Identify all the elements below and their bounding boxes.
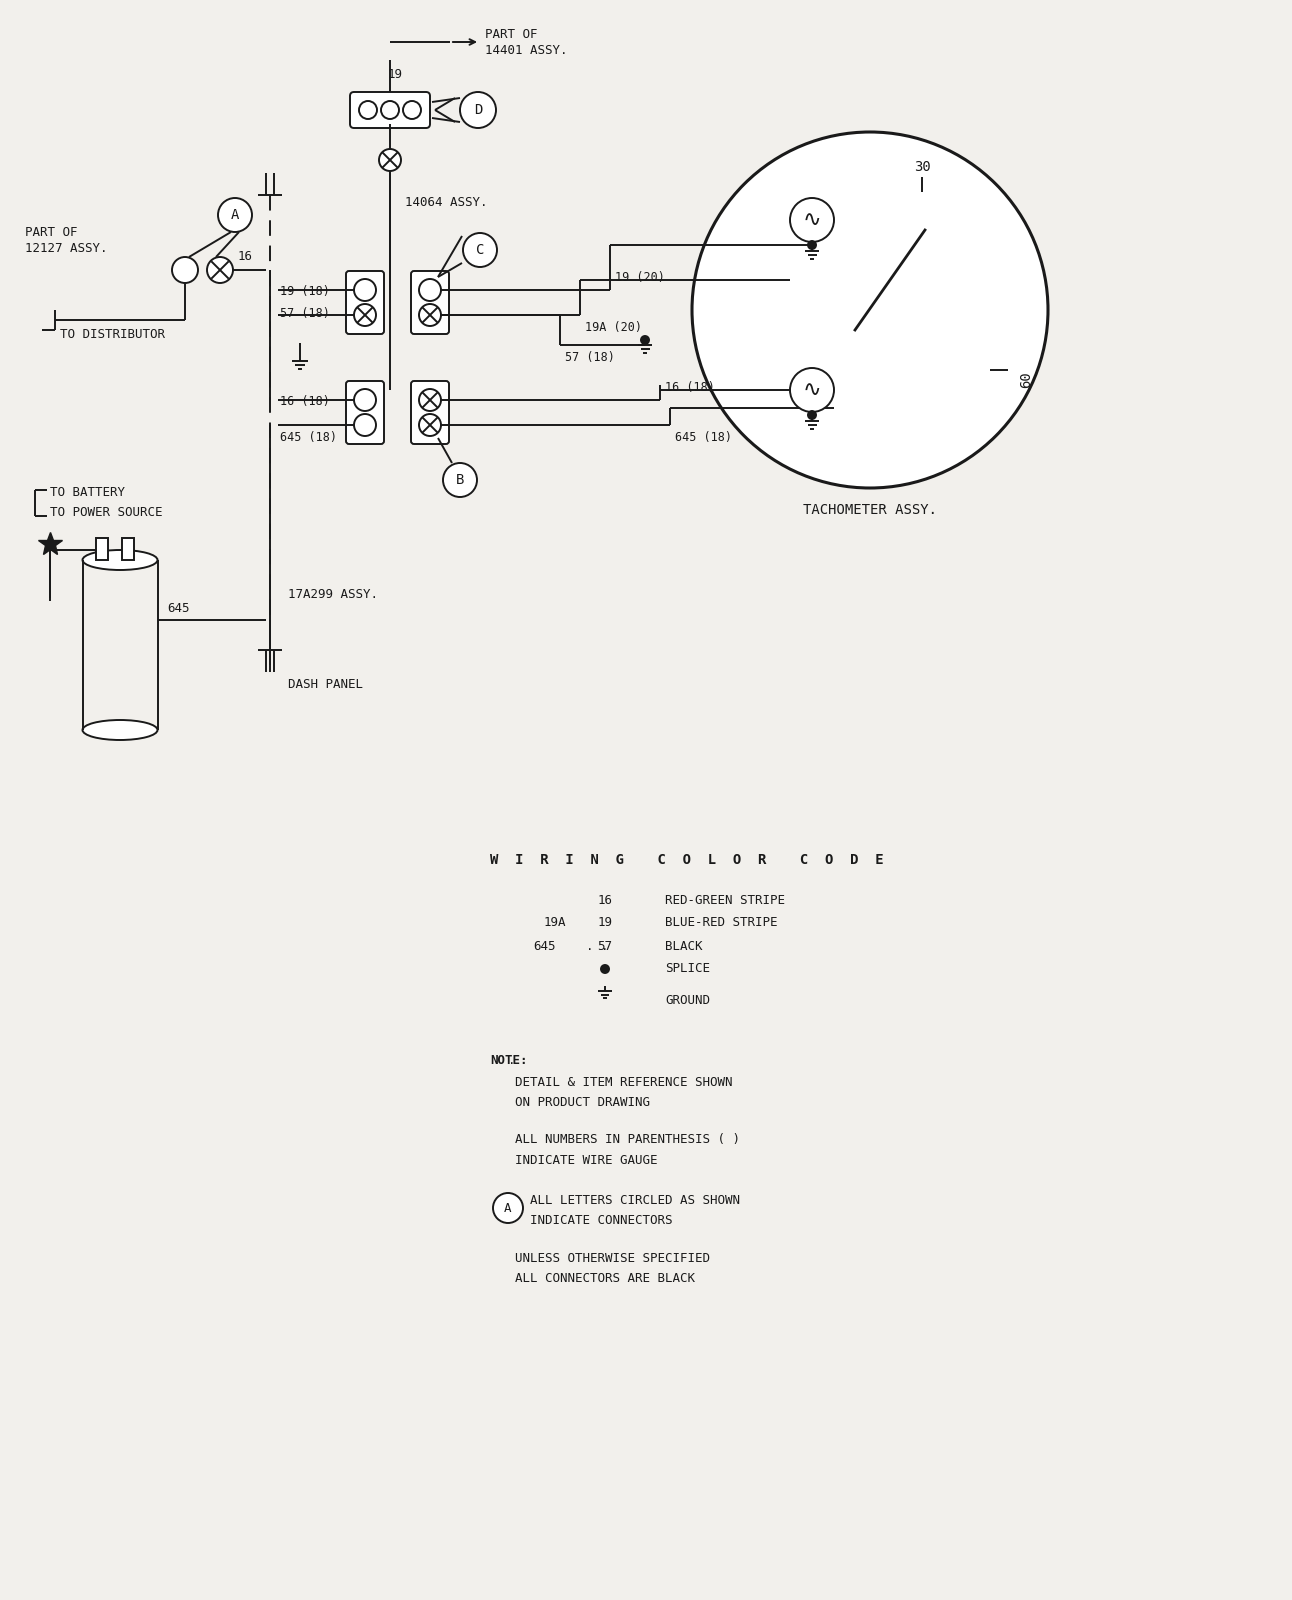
Text: BLUE-RED STRIPE: BLUE-RED STRIPE [665,917,778,930]
Text: BLACK: BLACK [665,939,703,952]
Text: 57 (18): 57 (18) [280,307,329,320]
Text: 645 (18): 645 (18) [674,430,733,443]
Text: 30: 30 [913,160,930,174]
Circle shape [379,149,401,171]
Text: INDICATE WIRE GAUGE: INDICATE WIRE GAUGE [516,1154,658,1166]
Text: 19A: 19A [544,917,566,930]
Text: 645 (18): 645 (18) [280,430,337,443]
Text: . .: . . [585,939,609,952]
Circle shape [808,411,817,419]
Text: 60: 60 [1019,371,1034,389]
Text: INDICATE CONNECTORS: INDICATE CONNECTORS [530,1213,673,1227]
FancyBboxPatch shape [96,538,109,560]
FancyBboxPatch shape [346,270,384,334]
Circle shape [419,278,441,301]
Circle shape [381,101,399,118]
Text: DASH PANEL: DASH PANEL [288,678,363,691]
Text: 16: 16 [238,250,252,262]
Text: 14401 ASSY.: 14401 ASSY. [484,43,567,56]
Text: TO BATTERY: TO BATTERY [50,486,125,499]
Text: B: B [456,474,464,486]
Circle shape [419,304,441,326]
Text: 16: 16 [597,893,612,907]
Ellipse shape [83,550,158,570]
FancyBboxPatch shape [411,381,450,443]
Circle shape [601,965,609,973]
Text: 19A (20): 19A (20) [585,320,642,333]
Circle shape [789,198,835,242]
FancyBboxPatch shape [411,270,450,334]
Text: A: A [504,1202,512,1214]
Text: ∿: ∿ [802,210,822,230]
Circle shape [359,101,377,118]
Text: 57: 57 [597,939,612,952]
Circle shape [354,389,376,411]
Circle shape [419,414,441,435]
Text: RED-GREEN STRIPE: RED-GREEN STRIPE [665,893,786,907]
Text: PART OF: PART OF [25,226,78,238]
Text: 19: 19 [597,917,612,930]
Circle shape [443,462,477,498]
Circle shape [354,304,376,326]
Text: 12127 ASSY.: 12127 ASSY. [25,242,107,254]
Text: A: A [231,208,239,222]
Circle shape [808,242,817,250]
Circle shape [354,278,376,301]
Text: W  I  R  I  N  G    C  O  L  O  R    C  O  D  E: W I R I N G C O L O R C O D E [490,853,884,867]
Circle shape [354,414,376,435]
Text: 14064 ASSY.: 14064 ASSY. [404,195,487,208]
Circle shape [789,368,835,411]
Text: 645: 645 [168,602,190,614]
Text: TACHOMETER ASSY.: TACHOMETER ASSY. [804,502,937,517]
Ellipse shape [83,720,158,739]
Text: .: . [508,1053,516,1067]
Circle shape [494,1194,523,1222]
Text: DETAIL & ITEM REFERENCE SHOWN: DETAIL & ITEM REFERENCE SHOWN [516,1075,733,1088]
FancyBboxPatch shape [350,91,430,128]
Circle shape [463,234,497,267]
Text: NOTE:: NOTE: [490,1053,527,1067]
Text: ALL LETTERS CIRCLED AS SHOWN: ALL LETTERS CIRCLED AS SHOWN [530,1194,740,1206]
Text: 16 (18): 16 (18) [280,395,329,408]
Circle shape [693,133,1048,488]
Text: 17A299 ASSY.: 17A299 ASSY. [288,589,379,602]
Circle shape [460,91,496,128]
Circle shape [172,258,198,283]
Text: D: D [474,102,482,117]
Text: 645: 645 [534,939,557,952]
FancyBboxPatch shape [121,538,134,560]
Circle shape [641,336,649,344]
Text: TO POWER SOURCE: TO POWER SOURCE [50,507,163,520]
Text: ALL CONNECTORS ARE BLACK: ALL CONNECTORS ARE BLACK [516,1272,695,1285]
Circle shape [403,101,421,118]
Text: TO DISTRIBUTOR: TO DISTRIBUTOR [59,328,165,341]
Circle shape [207,258,233,283]
Text: GROUND: GROUND [665,994,711,1006]
Text: 19: 19 [388,67,403,80]
Text: ON PRODUCT DRAWING: ON PRODUCT DRAWING [516,1096,650,1109]
Text: PART OF: PART OF [484,27,537,40]
Text: ALL NUMBERS IN PARENTHESIS ( ): ALL NUMBERS IN PARENTHESIS ( ) [516,1133,740,1147]
Text: 57 (18): 57 (18) [565,350,615,363]
Text: 16 (18): 16 (18) [665,381,714,395]
Text: 19 (18): 19 (18) [280,285,329,299]
Text: ∿: ∿ [802,379,822,400]
Text: SPLICE: SPLICE [665,963,711,976]
Text: 19 (20): 19 (20) [615,272,665,285]
Circle shape [419,389,441,411]
FancyBboxPatch shape [346,381,384,443]
Circle shape [218,198,252,232]
Text: C: C [475,243,484,258]
Text: UNLESS OTHERWISE SPECIFIED: UNLESS OTHERWISE SPECIFIED [516,1251,711,1264]
